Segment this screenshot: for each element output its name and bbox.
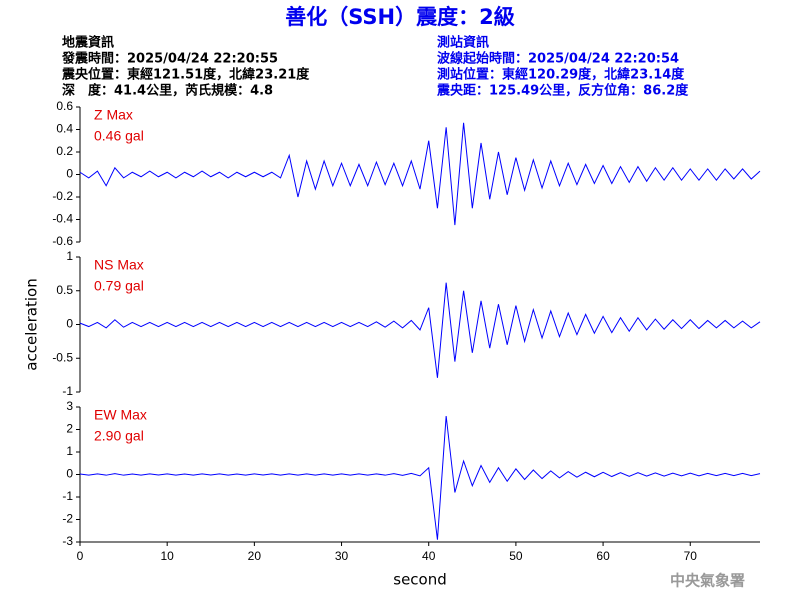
x-tick-label: 40 <box>422 549 436 563</box>
station-line: 波線起始時間：2025/04/24 22:20:54 <box>437 51 679 67</box>
info-line: 震央位置：東經121.51度，北緯23.21度 <box>61 67 310 83</box>
y-tick-label: 1 <box>66 249 73 263</box>
waveform <box>79 415 761 540</box>
info-line: 發震時間：2025/04/24 22:20:55 <box>61 51 278 67</box>
y-tick-label: -1 <box>62 489 73 503</box>
y-tick-label: 0.2 <box>56 144 73 158</box>
info-heading: 地震資訊 <box>62 35 114 51</box>
y-tick-label: 0.6 <box>56 99 73 113</box>
station-line: 測站位置：東經120.29度，北緯23.14度 <box>437 67 685 83</box>
footer: 中央氣象署 <box>670 572 745 590</box>
y-tick-label: 2 <box>66 422 73 436</box>
y-tick-label: -0.6 <box>52 234 73 248</box>
x-tick-label: 20 <box>248 549 262 563</box>
station-heading: 測站資訊 <box>437 35 489 51</box>
y-tick-label: -1 <box>62 384 73 398</box>
x-tick-label: 0 <box>77 549 84 563</box>
y-tick-label: -2 <box>62 512 73 526</box>
x-tick-label: 10 <box>160 549 174 563</box>
y-tick-label: 0 <box>66 467 73 481</box>
x-tick-label: 60 <box>596 549 610 563</box>
info-line: 深 度：41.4公里，芮氏規模：4.8 <box>62 83 273 99</box>
y-tick-label: 0 <box>66 167 73 181</box>
y-tick-label: -0.5 <box>52 350 73 364</box>
x-axis-label: second <box>393 571 447 589</box>
y-tick-label: 0 <box>66 317 73 331</box>
y-tick-label: 0.5 <box>56 283 73 297</box>
waveform <box>79 122 761 226</box>
y-tick-label: 1 <box>66 444 73 458</box>
max-annotation: EW Max <box>94 407 147 423</box>
y-tick-label: -0.4 <box>52 212 73 226</box>
x-tick-label: 30 <box>335 549 349 563</box>
title: 善化（SSH）震度：2級 <box>285 5 515 29</box>
waveform <box>79 282 761 378</box>
y-tick-label: 3 <box>66 399 73 413</box>
y-axis-label: acceleration <box>23 278 41 370</box>
max-annotation: 0.46 gal <box>94 128 144 144</box>
x-tick-label: 70 <box>684 549 698 563</box>
y-tick-label: 0.4 <box>56 122 73 136</box>
y-tick-label: -3 <box>62 534 73 548</box>
max-annotation: 0.79 gal <box>94 278 144 294</box>
max-annotation: NS Max <box>94 257 144 273</box>
max-annotation: Z Max <box>94 107 133 123</box>
station-line: 震央距：125.49公里，反方位角：86.2度 <box>436 83 689 99</box>
max-annotation: 2.90 gal <box>94 428 144 444</box>
x-tick-label: 50 <box>509 549 523 563</box>
y-tick-label: -0.2 <box>52 189 73 203</box>
